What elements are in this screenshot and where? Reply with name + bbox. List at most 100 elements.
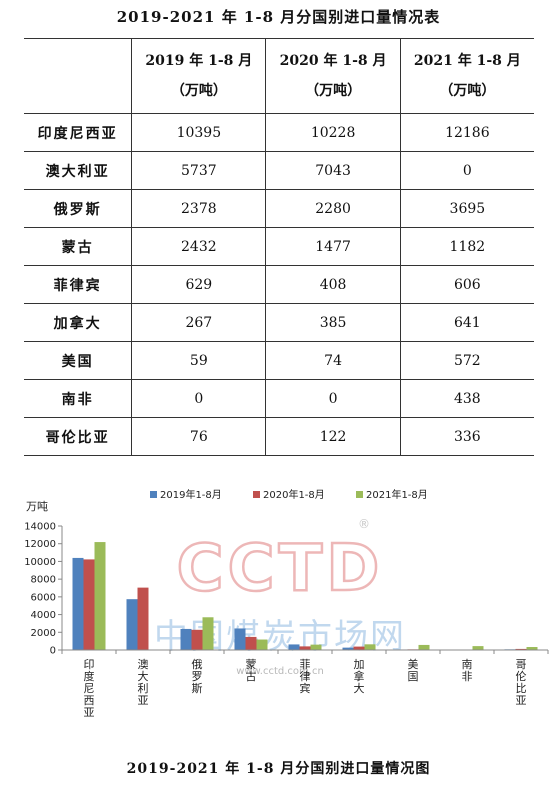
import-table: 2019 年 1-8 月 （万吨） 2020 年 1-8 月 （万吨） 2021… bbox=[24, 38, 534, 456]
bar bbox=[202, 617, 214, 650]
table-row: 澳大利亚 5737 7043 0 bbox=[24, 151, 534, 190]
bar bbox=[353, 646, 365, 650]
bar bbox=[83, 559, 95, 650]
cell-2021: 3695 bbox=[399, 189, 534, 228]
cell-2019: 10395 bbox=[131, 113, 266, 152]
bar bbox=[72, 557, 84, 650]
legend-label: 2019年1-8月 bbox=[160, 488, 222, 501]
table-row: 加拿大 267 385 641 bbox=[24, 303, 534, 342]
cell-2021: 572 bbox=[399, 341, 534, 380]
y-tick-label: 4000 bbox=[31, 610, 56, 621]
header-2019-period: 2019 年 1-8 月 bbox=[145, 53, 253, 69]
header-2019-unit: （万吨） bbox=[170, 83, 227, 99]
x-tick-label: 蒙古 bbox=[246, 658, 257, 683]
y-tick-label: 12000 bbox=[24, 539, 56, 550]
x-tick-label: 南非 bbox=[462, 658, 473, 683]
cell-2021: 606 bbox=[399, 265, 534, 304]
cell-2019: 59 bbox=[131, 341, 266, 380]
bar bbox=[245, 636, 257, 650]
header-2020: 2020 年 1-8 月 （万吨） bbox=[265, 38, 401, 114]
cell-2019: 76 bbox=[131, 417, 266, 456]
bar bbox=[256, 639, 268, 650]
bar bbox=[126, 599, 138, 650]
bar bbox=[364, 644, 376, 650]
cell-2019: 5737 bbox=[131, 151, 266, 190]
bar-chart-container: CCTD ® 中国煤炭市场网 www.cctd.com.cn 2019年1-8月… bbox=[0, 478, 557, 738]
table-row: 印度尼西亚 10395 10228 12186 bbox=[24, 113, 534, 152]
bar-chart: CCTD ® 中国煤炭市场网 www.cctd.com.cn 2019年1-8月… bbox=[24, 488, 549, 719]
header-2019: 2019 年 1-8 月 （万吨） bbox=[131, 38, 266, 114]
header-2020-period: 2020 年 1-8 月 bbox=[279, 53, 387, 69]
legend-label: 2020年1-8月 bbox=[263, 488, 325, 501]
cell-2021: 336 bbox=[399, 417, 534, 456]
watermark-registered-mark: ® bbox=[358, 517, 370, 531]
bar bbox=[234, 628, 246, 650]
cell-2021: 641 bbox=[399, 303, 534, 342]
y-tick-label: 10000 bbox=[24, 557, 56, 568]
header-2020-unit: （万吨） bbox=[305, 83, 362, 99]
bar bbox=[94, 542, 106, 650]
chart-bars bbox=[72, 542, 538, 650]
x-tick-label: 澳大利亚 bbox=[138, 658, 149, 707]
row-country: 俄罗斯 bbox=[24, 189, 132, 228]
bar bbox=[310, 644, 322, 650]
watermark-url: www.cctd.com.cn bbox=[236, 666, 324, 677]
header-corner bbox=[24, 38, 132, 114]
cell-2020: 0 bbox=[265, 379, 401, 418]
cell-2020: 122 bbox=[265, 417, 401, 456]
y-tick-label: 0 bbox=[50, 646, 56, 657]
table-row: 菲律宾 629 408 606 bbox=[24, 265, 534, 304]
cctd-watermark: CCTD ® 中国煤炭市场网 www.cctd.com.cn bbox=[154, 517, 404, 677]
cell-2019: 267 bbox=[131, 303, 266, 342]
y-axis-label: 万吨 bbox=[26, 500, 48, 513]
row-country: 印度尼西亚 bbox=[24, 113, 132, 152]
header-2021: 2021 年 1-8 月 （万吨） bbox=[399, 38, 534, 114]
legend-label: 2021年1-8月 bbox=[366, 488, 428, 501]
x-axis: 印度尼西亚 澳大利亚 俄罗斯 蒙古 菲律宾 加拿大 美国 南非 哥伦比亚 bbox=[61, 649, 549, 719]
row-country: 美国 bbox=[24, 341, 132, 380]
x-tick-label: 美国 bbox=[408, 658, 419, 683]
bar bbox=[137, 587, 149, 650]
cell-2020: 385 bbox=[265, 303, 401, 342]
cell-2020: 2280 bbox=[265, 189, 401, 228]
bar bbox=[180, 628, 192, 650]
y-axis: 0 2000 4000 6000 8000 10000 12000 14000 bbox=[24, 522, 63, 657]
legend-swatch bbox=[356, 491, 363, 498]
cell-2020: 7043 bbox=[265, 151, 401, 190]
chart-legend: 2019年1-8月 2020年1-8月 2021年1-8月 bbox=[150, 488, 428, 501]
table-row: 俄罗斯 2378 2280 3695 bbox=[24, 189, 534, 228]
chart-title: 2019-2021 年 1-8 月分国别进口量情况图 bbox=[126, 761, 431, 777]
y-tick-label: 2000 bbox=[31, 628, 56, 639]
x-tick-label: 哥伦比亚 bbox=[516, 658, 527, 707]
x-tick-label: 印度尼西亚 bbox=[84, 658, 95, 719]
x-tick-label: 菲律宾 bbox=[300, 658, 311, 695]
cell-2019: 2432 bbox=[131, 227, 266, 266]
table-row: 蒙古 2432 1477 1182 bbox=[24, 227, 534, 266]
row-country: 南非 bbox=[24, 379, 132, 418]
bar bbox=[472, 646, 484, 650]
bar bbox=[299, 646, 311, 650]
bar bbox=[515, 648, 527, 650]
cell-2020: 10228 bbox=[265, 113, 401, 152]
table-row: 美国 59 74 572 bbox=[24, 341, 534, 380]
row-country: 菲律宾 bbox=[24, 265, 132, 304]
bar bbox=[288, 644, 300, 650]
y-tick-label: 8000 bbox=[31, 575, 56, 586]
bar bbox=[342, 647, 354, 650]
cell-2020: 1477 bbox=[265, 227, 401, 266]
row-country: 哥伦比亚 bbox=[24, 417, 132, 456]
legend-swatch bbox=[253, 491, 260, 498]
table-row: 南非 0 0 438 bbox=[24, 379, 534, 418]
table-title: 2019-2021 年 1-8 月分国别进口量情况表 bbox=[116, 8, 441, 26]
cell-2021: 438 bbox=[399, 379, 534, 418]
legend-swatch bbox=[150, 491, 157, 498]
bar bbox=[418, 644, 430, 650]
cell-2020: 408 bbox=[265, 265, 401, 304]
cell-2021: 1182 bbox=[399, 227, 534, 266]
bar bbox=[526, 647, 538, 650]
cell-2019: 2378 bbox=[131, 189, 266, 228]
cell-2019: 0 bbox=[131, 379, 266, 418]
cell-2019: 629 bbox=[131, 265, 266, 304]
y-tick-label: 14000 bbox=[24, 522, 56, 533]
